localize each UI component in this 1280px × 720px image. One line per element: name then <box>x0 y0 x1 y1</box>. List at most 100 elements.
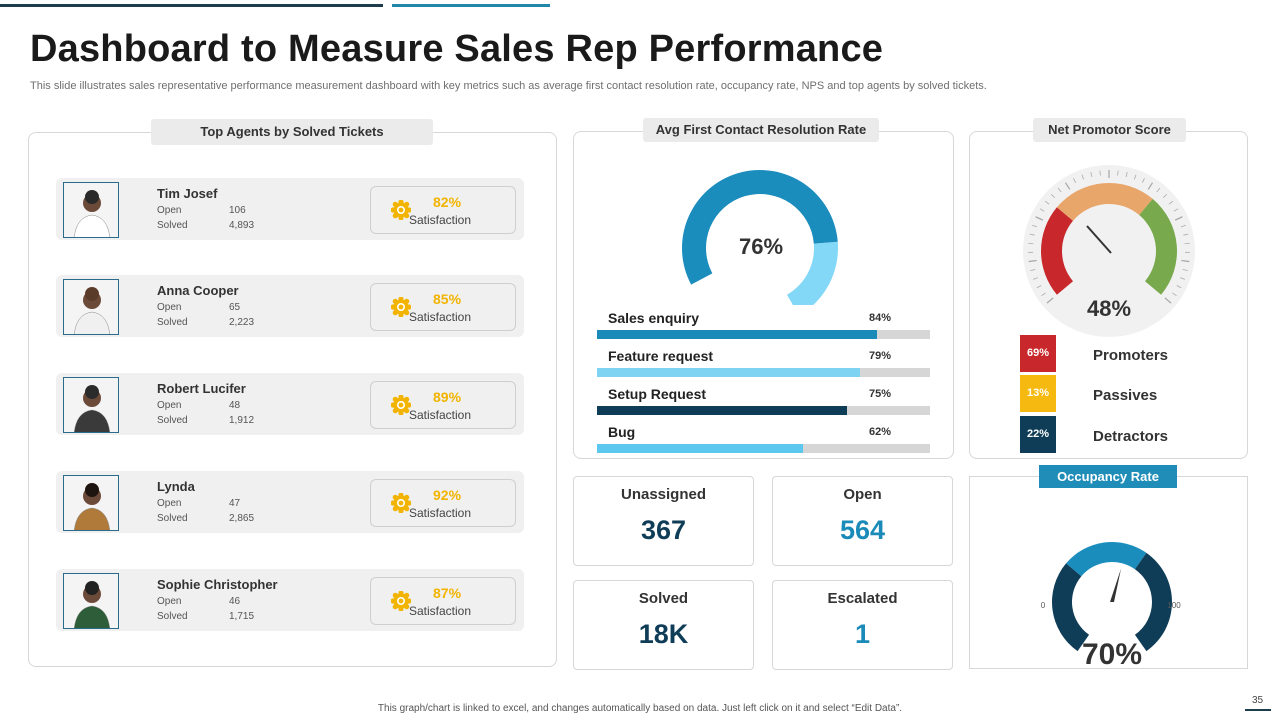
agent-card: Sophie Christopher Open 46 Solved 1,715 87% Sa… <box>56 569 524 631</box>
agent-open-value: 46 <box>229 596 241 607</box>
stat-tile-value: 18K <box>638 619 689 649</box>
nps-gauge-tick <box>1090 171 1093 178</box>
satisfaction-box: 87% Satisfaction <box>370 577 516 625</box>
nps-gauge-tick <box>1141 178 1145 183</box>
agent-open-label: Open <box>157 205 182 216</box>
page-subtitle: This slide illustrates sales representat… <box>30 80 987 92</box>
nps-gauge-tick <box>1036 285 1042 289</box>
agent-solved-value: 1,912 <box>229 415 255 426</box>
nps-color-square: 13% <box>1020 375 1056 412</box>
nps-gauge-segment-orange <box>1056 183 1153 221</box>
nps-gauge-tick <box>1182 269 1188 271</box>
nps-gauge-tick <box>1133 174 1137 180</box>
agent-card: Anna Cooper Open 65 Solved 2,223 85% Satisfact… <box>56 275 524 337</box>
nps-gauge-tick <box>1028 259 1037 263</box>
nps-gauge-tick <box>1181 259 1190 263</box>
resolution-bar-percent: 75% <box>869 388 892 400</box>
agent-card: Robert Lucifer Open 48 Solved 1,912 89% Satisf… <box>56 373 524 435</box>
nps-gauge-tick <box>1030 269 1036 271</box>
satisfaction-percent: 92% <box>433 487 462 503</box>
footer-note: This graph/chart is linked to excel, and… <box>377 703 903 714</box>
agent-open-label: Open <box>157 302 182 313</box>
agent-solved-value: 1,715 <box>229 611 255 622</box>
agent-name: Tim Josef <box>157 186 218 201</box>
agent-photo <box>63 573 119 629</box>
agent-open-value: 48 <box>229 400 241 411</box>
stat-tile-value: 1 <box>854 619 871 649</box>
resolution-bar-percent: 79% <box>869 350 892 362</box>
nps-gauge-tick <box>1035 216 1044 221</box>
agent-open-value: 106 <box>229 205 246 216</box>
stat-tile-label: Open <box>843 486 882 503</box>
nps-gauge-tick <box>1168 200 1174 205</box>
agent-name: Sophie Christopher <box>157 577 278 592</box>
agent-photo <box>63 377 119 433</box>
agent-photo <box>63 182 119 238</box>
stat-tile: Escalated 1 <box>772 580 953 670</box>
stat-tile-label: Solved <box>638 590 689 607</box>
resolution-bar-track <box>597 444 930 453</box>
nps-gauge-tick <box>1176 285 1182 289</box>
occupancy-gauge-value-label: 70% <box>1082 638 1142 671</box>
stat-tile-label: Unassigned <box>620 486 707 503</box>
stat-tile-value: 564 <box>839 515 886 545</box>
agent-open-label: Open <box>157 596 182 607</box>
occupancy-panel-title: Occupancy Rate <box>1039 465 1177 488</box>
agent-open-label: Open <box>157 400 182 411</box>
resolution-bar-label: Setup Request <box>608 386 707 402</box>
agent-solved-value: 4,893 <box>229 220 255 231</box>
nps-gauge-tick <box>1099 170 1101 176</box>
occupancy-gauge-remaining-right <box>1134 552 1172 652</box>
nps-gauge-tick <box>1029 233 1035 236</box>
satisfaction-percent: 89% <box>433 389 462 405</box>
resolution-donut-label: 76% <box>739 234 783 259</box>
occupancy-gauge-max: 100 <box>1167 601 1181 610</box>
resolution-bar-percent: 62% <box>869 426 892 438</box>
stat-tile-label: Escalated <box>827 590 898 607</box>
stat-tile: Open 564 <box>772 476 953 566</box>
resolution-bar-fill <box>597 368 861 377</box>
nps-legend-label: Passives <box>1093 387 1158 404</box>
occupancy-gauge: 0 100 70% <box>1041 542 1181 671</box>
nps-gauge-ticks <box>1028 170 1190 304</box>
nps-legend-label: Detractors <box>1093 428 1169 445</box>
satisfaction-percent: 82% <box>433 194 462 210</box>
occupancy-gauge-value <box>1066 542 1147 577</box>
agent-open-value: 65 <box>229 302 241 313</box>
resolution-bar-percent: 84% <box>869 312 892 324</box>
resolution-panel-title: Avg First Contact Resolution Rate <box>643 118 879 142</box>
nps-gauge-tick <box>1174 216 1183 221</box>
agent-name: Robert Lucifer <box>157 381 246 396</box>
occupancy-gauge-min: 0 <box>1041 601 1046 610</box>
agent-solved-value: 2,865 <box>229 513 255 524</box>
nps-gauge-segment-green <box>1139 198 1177 295</box>
resolution-bar-label: Feature request <box>608 348 714 364</box>
resolution-bar-track <box>597 406 930 415</box>
resolution-bar-fill <box>597 406 847 415</box>
stat-tile: Solved 18K <box>573 580 754 670</box>
nps-gauge-tick <box>1039 208 1045 212</box>
satisfaction-label: Satisfaction <box>409 604 472 618</box>
resolution-bar-label: Sales enquiry <box>608 310 700 326</box>
nps-gauge-tick <box>1162 193 1168 199</box>
nps-gauge: 48% <box>1023 165 1195 337</box>
resolution-donut-chart: 76% <box>682 170 838 305</box>
nps-gauge-tick <box>1172 292 1177 297</box>
nps-gauge-tick <box>1173 208 1179 212</box>
badge-icon <box>390 492 412 514</box>
resolution-bar-fill <box>597 330 877 339</box>
nps-gauge-tick <box>1046 297 1054 304</box>
agent-solved-label: Solved <box>157 513 188 524</box>
nps-gauge-tick <box>1057 187 1062 193</box>
stat-tile-value: 367 <box>640 515 687 545</box>
agent-solved-label: Solved <box>157 415 188 426</box>
satisfaction-box: 89% Satisfaction <box>370 381 516 429</box>
resolution-bar-track <box>597 330 930 339</box>
badge-icon <box>390 590 412 612</box>
resolution-bar-label: Bug <box>608 424 636 440</box>
header-accent-bar-secondary <box>392 4 550 7</box>
nps-gauge-tick <box>1147 182 1154 190</box>
satisfaction-box: 92% Satisfaction <box>370 479 516 527</box>
satisfaction-box: 82% Satisfaction <box>370 186 516 234</box>
agent-photo <box>63 279 119 335</box>
